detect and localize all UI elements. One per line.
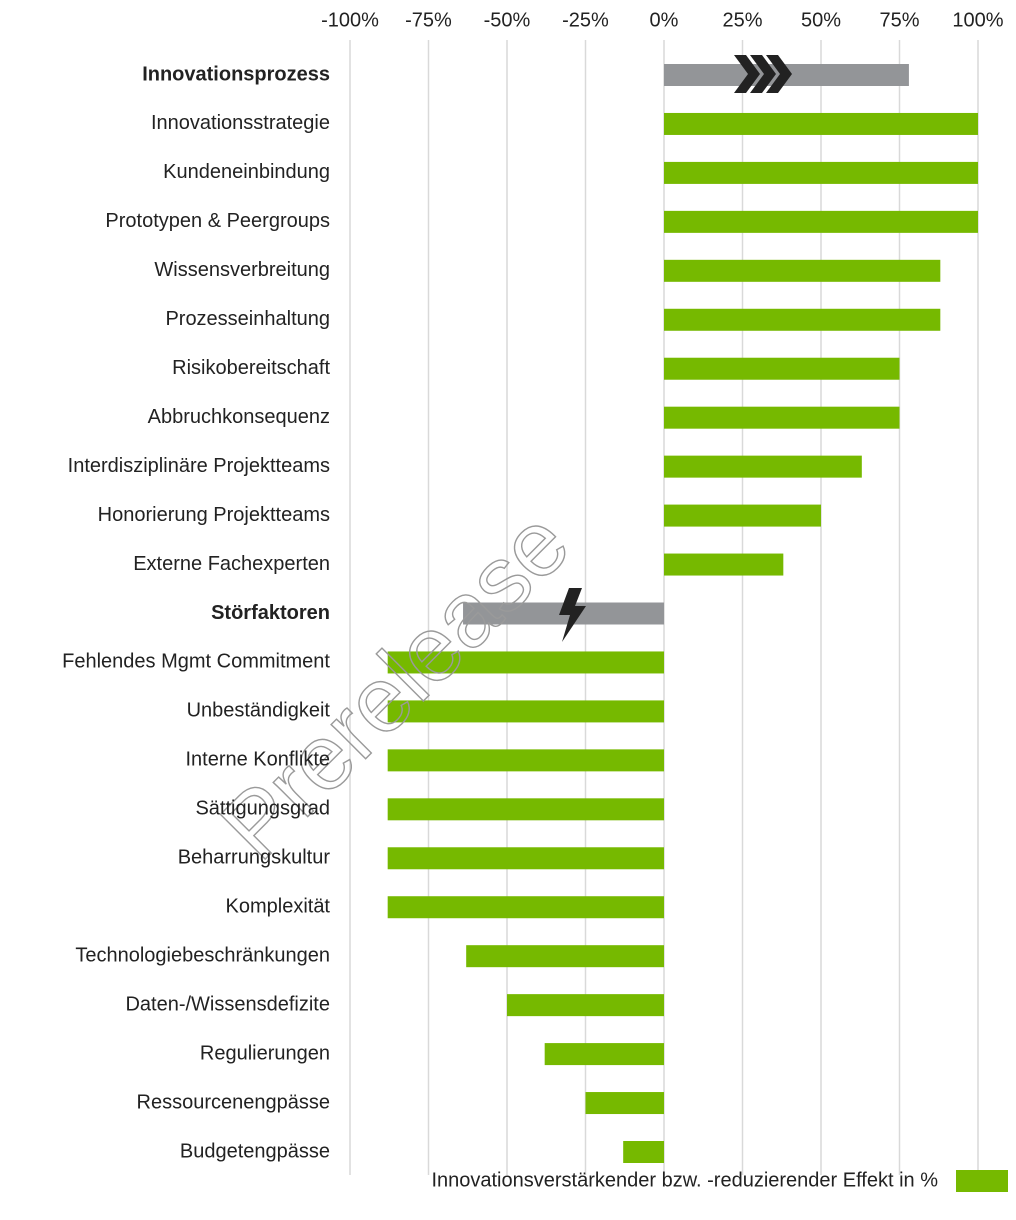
y-tick-label: Störfaktoren bbox=[211, 602, 330, 624]
lightning-icon bbox=[559, 588, 586, 642]
y-tick-label: Komplexität bbox=[226, 896, 331, 918]
bar bbox=[387, 651, 664, 674]
legend-swatch bbox=[956, 1170, 1008, 1192]
bar bbox=[387, 798, 664, 821]
bar bbox=[544, 1043, 664, 1066]
y-tick-label: Wissensverbreitung bbox=[154, 259, 330, 281]
x-tick-label: -75% bbox=[405, 9, 452, 31]
bar bbox=[585, 1092, 664, 1115]
bar bbox=[466, 945, 664, 968]
y-tick-label: Budgetengpässe bbox=[180, 1140, 330, 1162]
y-tick-label: Externe Fachexperten bbox=[133, 553, 330, 575]
y-tick-label: Interne Konflikte bbox=[185, 749, 330, 771]
y-tick-label: Daten-/Wissensdefizite bbox=[125, 993, 330, 1015]
y-tick-label: Regulierungen bbox=[200, 1042, 330, 1064]
x-tick-label: -50% bbox=[484, 9, 531, 31]
y-tick-label: Technologiebeschränkungen bbox=[75, 944, 330, 966]
y-tick-label: Honorierung Projektteams bbox=[98, 504, 330, 526]
x-tick-label: 0% bbox=[650, 9, 679, 31]
bar bbox=[664, 406, 900, 429]
y-tick-label: Unbeständigkeit bbox=[187, 700, 331, 722]
x-tick-label: 50% bbox=[801, 9, 841, 31]
chevron-icon bbox=[734, 55, 792, 93]
y-tick-label: Beharrungskultur bbox=[178, 847, 331, 869]
bar bbox=[387, 749, 664, 772]
x-tick-label: 100% bbox=[952, 9, 1003, 31]
y-tick-label: Fehlendes Mgmt Commitment bbox=[62, 651, 330, 673]
y-tick-label: Ressourcenengpässe bbox=[137, 1091, 330, 1113]
bar bbox=[387, 700, 664, 723]
y-tick-label: Prototypen & Peergroups bbox=[105, 210, 330, 232]
y-tick-label: Innovationsprozess bbox=[142, 63, 330, 85]
bar bbox=[664, 504, 821, 527]
y-tick-label: Abbruchkonsequenz bbox=[148, 406, 330, 428]
x-tick-label: -100% bbox=[321, 9, 379, 31]
legend-label: Innovationsverstärkender bzw. -reduziere… bbox=[431, 1169, 938, 1191]
x-tick-label: 75% bbox=[879, 9, 919, 31]
bar bbox=[664, 112, 978, 135]
bars bbox=[387, 64, 978, 1163]
bar bbox=[664, 553, 784, 576]
y-tick-label: Sättigungsgrad bbox=[195, 798, 330, 820]
bar bbox=[664, 210, 978, 233]
y-tick-label: Kundeneinbindung bbox=[163, 161, 330, 183]
bar bbox=[664, 161, 978, 184]
y-tick-label: Innovationsstrategie bbox=[151, 112, 330, 134]
x-tick-label: 25% bbox=[722, 9, 762, 31]
bar bbox=[664, 308, 941, 331]
y-tick-label: Risikobereitschaft bbox=[172, 357, 330, 379]
y-tick-label: Prozesseinhaltung bbox=[165, 308, 330, 330]
bar bbox=[623, 1141, 664, 1163]
bar bbox=[664, 357, 900, 380]
x-tick-label: -25% bbox=[562, 9, 609, 31]
bar bbox=[664, 455, 862, 478]
bar bbox=[387, 847, 664, 870]
bar bbox=[507, 994, 664, 1017]
y-tick-label: Interdisziplinäre Projektteams bbox=[68, 455, 330, 477]
bar bbox=[664, 259, 941, 282]
bar bbox=[387, 896, 664, 919]
watermark: Prerelease bbox=[202, 492, 589, 879]
